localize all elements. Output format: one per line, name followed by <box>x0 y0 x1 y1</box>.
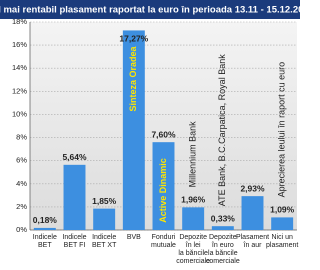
value-label: 1,09% <box>270 205 295 215</box>
value-label: 1,96% <box>181 195 206 205</box>
bar <box>93 208 116 230</box>
y-tick-label: 0% <box>16 225 27 234</box>
title-band <box>0 0 300 19</box>
x-tick-label: în aur <box>243 242 263 249</box>
bar <box>211 226 234 230</box>
chart: Cel mai rentabil plasament raportat la e… <box>0 0 300 265</box>
x-tick-label: Depozite <box>179 234 207 241</box>
y-tick-label: 6% <box>16 156 27 165</box>
y-tick-label: 14% <box>12 63 27 72</box>
x-tick-label: la băncile <box>178 250 208 257</box>
x-tick-label: plasament <box>266 242 298 249</box>
bar <box>271 217 294 230</box>
bar <box>33 227 56 230</box>
annotation: Millennium Bank <box>188 121 198 188</box>
y-tick-label: 10% <box>12 109 27 118</box>
value-label: 0,18% <box>33 215 58 225</box>
x-tick-label: Depozite <box>209 234 237 241</box>
value-label: 1,85% <box>92 196 117 206</box>
value-label: 5,64% <box>62 152 87 162</box>
annotation: Active Dinamic <box>158 158 168 223</box>
annotation: ATE Bank, B.C.Carpatica, Royal Bank <box>217 54 227 206</box>
x-tick-label: BVB <box>127 234 141 241</box>
bar <box>182 207 205 230</box>
x-tick-label: BET FI <box>64 242 86 249</box>
x-tick-label: Indicele <box>33 234 57 241</box>
value-label: 17,27% <box>119 34 148 44</box>
y-tick-label: 12% <box>12 86 27 95</box>
x-tick-label: în lei <box>185 242 201 249</box>
y-tick-label: 4% <box>16 179 27 188</box>
x-tick-label: Nici un <box>271 234 293 241</box>
chart-title: Cel mai rentabil plasament raportat la e… <box>0 5 300 16</box>
value-label: 2,93% <box>240 183 265 193</box>
value-label: 0,33% <box>211 213 236 223</box>
x-tick-label: Fonduri <box>152 234 176 241</box>
x-tick-label: mutuale <box>151 242 176 249</box>
value-label: 7,60% <box>151 129 176 139</box>
x-tick-label: Indicele <box>62 234 86 241</box>
x-tick-label: Indicele <box>92 234 116 241</box>
x-tick-label: BET XT <box>92 242 117 249</box>
x-tick-label: comerciale <box>176 258 210 265</box>
x-tick-label: Plasament <box>236 234 269 241</box>
annotation: Aprecierea leului în raport cu euro <box>277 62 287 198</box>
y-tick-label: 8% <box>16 133 27 142</box>
x-tick-label: comerciale <box>206 258 240 265</box>
x-tick-label: BET <box>38 242 52 249</box>
y-tick-label: 2% <box>16 202 27 211</box>
bar <box>63 164 86 230</box>
x-tick-label: în euro <box>211 242 234 249</box>
bar <box>241 196 264 230</box>
y-tick-label: 16% <box>12 40 27 49</box>
y-tick-label: 18% <box>12 17 27 26</box>
annotation: Sinteza Oradea <box>128 45 138 111</box>
bar <box>152 142 175 230</box>
bar <box>122 30 145 230</box>
x-tick-label: la băncile <box>208 250 238 257</box>
